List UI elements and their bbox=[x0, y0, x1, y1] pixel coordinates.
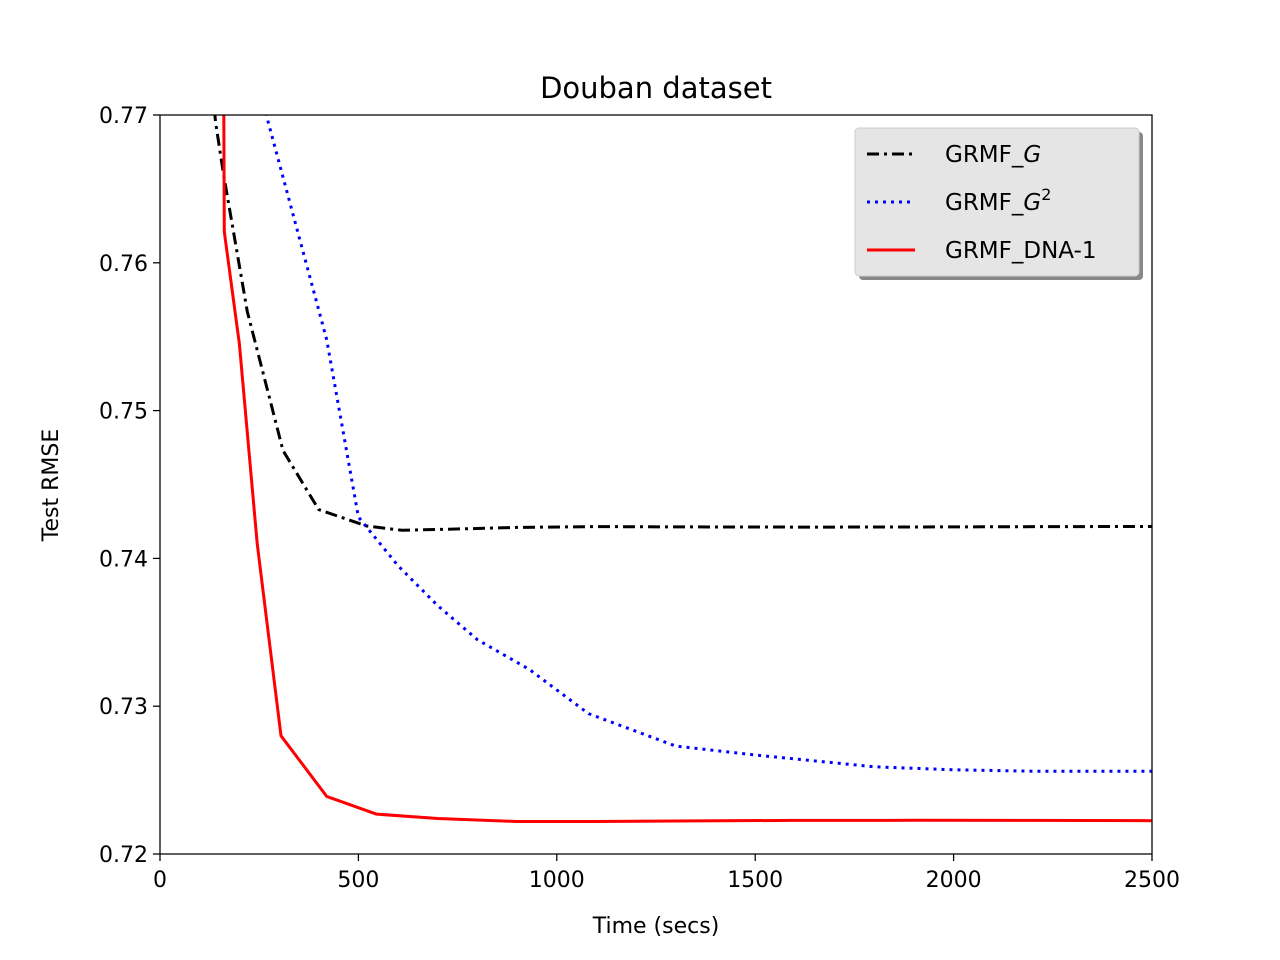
x-tick-label: 2500 bbox=[1124, 868, 1180, 893]
x-tick-label: 500 bbox=[337, 868, 379, 893]
legend-box bbox=[854, 127, 1140, 277]
legend-label-2: GRMF_DNA-1 bbox=[945, 238, 1096, 264]
y-tick-label: 0.73 bbox=[99, 695, 148, 720]
legend-label-text: GRMF_ bbox=[945, 190, 1024, 216]
y-tick-label: 0.76 bbox=[99, 252, 148, 277]
x-tick-label: 2000 bbox=[926, 868, 982, 893]
y-axis: 0.72 0.73 0.74 0.75 0.76 0.77 bbox=[99, 104, 160, 868]
y-tick-label: 0.75 bbox=[99, 400, 148, 425]
legend-label-math: G bbox=[1023, 142, 1041, 168]
chart-title: Douban dataset bbox=[540, 71, 772, 105]
x-axis: 0 500 1000 1500 2000 2500 bbox=[153, 854, 1180, 893]
legend-label-text: GRMF_DNA-1 bbox=[945, 238, 1096, 264]
series-line-2 bbox=[222, 115, 1152, 823]
x-tick-label: 1500 bbox=[727, 868, 783, 893]
legend-label-1: GRMF_G2 bbox=[945, 185, 1051, 216]
x-axis-title: Time (secs) bbox=[592, 914, 720, 939]
series-line-1 bbox=[265, 115, 1152, 773]
y-tick-label: 0.77 bbox=[99, 104, 148, 129]
y-axis-title: Test RMSE bbox=[39, 429, 64, 542]
x-tick-label: 0 bbox=[153, 868, 167, 893]
legend-label-0: GRMF_G bbox=[945, 142, 1041, 168]
legend-label-math: G bbox=[1023, 190, 1041, 216]
x-tick-label: 1000 bbox=[529, 868, 585, 893]
legend-label-sup: 2 bbox=[1041, 185, 1051, 204]
y-tick-label: 0.72 bbox=[99, 843, 148, 868]
legend-label-text: GRMF_ bbox=[945, 142, 1024, 168]
series-line-0 bbox=[213, 115, 1152, 532]
series-layer bbox=[213, 115, 1152, 823]
y-tick-label: 0.74 bbox=[99, 547, 148, 572]
plot-frame bbox=[159, 114, 1153, 855]
